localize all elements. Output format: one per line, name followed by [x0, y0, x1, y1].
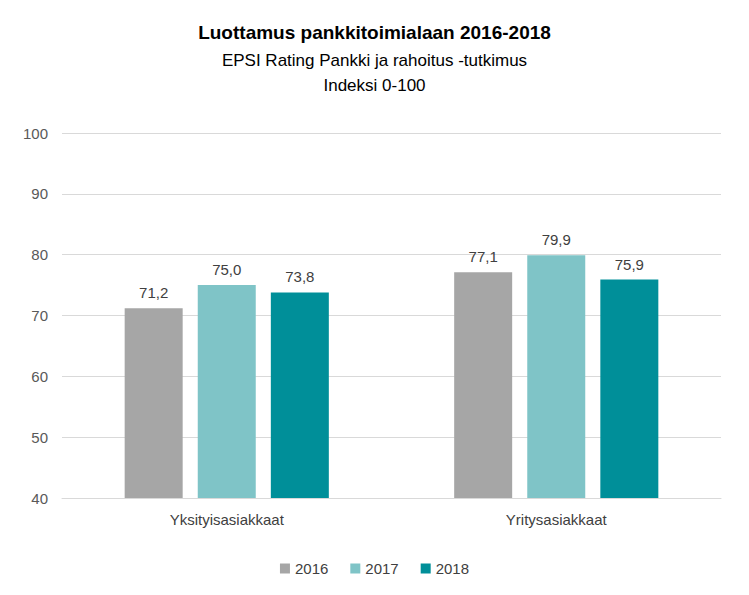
svg-text:2016: 2016: [295, 560, 328, 577]
svg-text:80: 80: [31, 246, 48, 263]
svg-text:Indeksi 0-100: Indeksi 0-100: [323, 76, 425, 95]
svg-text:50: 50: [31, 429, 48, 446]
svg-text:77,1: 77,1: [469, 248, 498, 265]
svg-text:40: 40: [31, 490, 48, 507]
svg-text:79,9: 79,9: [542, 231, 571, 248]
svg-text:90: 90: [31, 185, 48, 202]
svg-text:EPSI Rating Pankki ja rahoitus: EPSI Rating Pankki ja rahoitus -tutkimus: [222, 51, 527, 70]
svg-text:73,8: 73,8: [285, 268, 314, 285]
svg-text:Luottamus pankkitoimialaan 201: Luottamus pankkitoimialaan 2016-2018: [198, 22, 551, 43]
svg-text:Yritysasiakkaat: Yritysasiakkaat: [506, 511, 608, 528]
svg-text:71,2: 71,2: [139, 284, 168, 301]
svg-text:60: 60: [31, 368, 48, 385]
svg-text:70: 70: [31, 307, 48, 324]
svg-text:75,9: 75,9: [615, 256, 644, 273]
svg-text:Yksityisasiakkaat: Yksityisasiakkaat: [170, 511, 285, 528]
svg-text:2017: 2017: [365, 560, 398, 577]
svg-text:100: 100: [23, 125, 48, 142]
svg-text:75,0: 75,0: [212, 261, 241, 278]
svg-text:2018: 2018: [436, 560, 469, 577]
